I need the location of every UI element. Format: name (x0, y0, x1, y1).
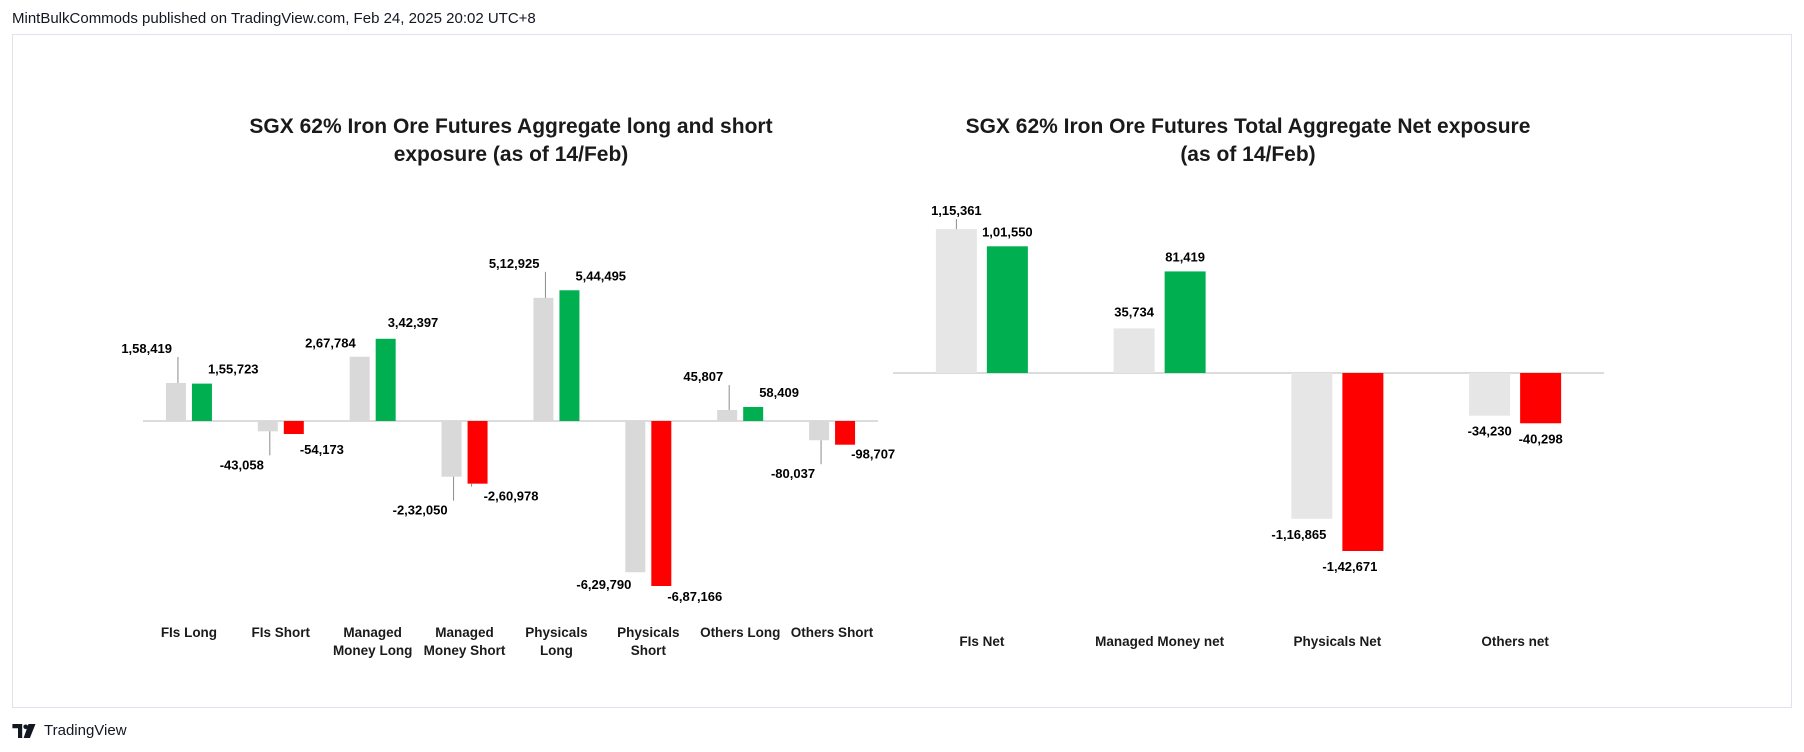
bar (1113, 328, 1155, 373)
category-label: Managed (435, 625, 494, 640)
bar (375, 338, 396, 421)
data-label: -98,707 (851, 447, 895, 462)
data-label: 1,55,723 (208, 362, 259, 377)
category-label: Others Short (791, 625, 874, 640)
bar (533, 297, 554, 421)
data-label: -1,42,671 (1322, 559, 1377, 574)
category-label: Long (540, 643, 573, 658)
bar (349, 356, 370, 421)
data-label: -54,173 (300, 442, 344, 457)
chart-title-line: exposure (as of 14/Feb) (394, 143, 629, 166)
data-label: 58,409 (759, 385, 799, 400)
category-label: Managed (343, 625, 402, 640)
data-label: -34,230 (1468, 424, 1512, 439)
bar (1520, 373, 1562, 424)
data-label: 5,12,925 (489, 256, 540, 271)
chart-title-line: (as of 14/Feb) (1180, 143, 1315, 166)
bar (1469, 373, 1511, 416)
bar (283, 421, 304, 435)
bar (441, 421, 462, 477)
bar (1291, 373, 1333, 519)
publisher-header: MintBulkCommods published on TradingView… (12, 10, 536, 27)
category-label: Physicals (525, 625, 587, 640)
data-label: -80,037 (771, 466, 815, 481)
bar (467, 421, 488, 484)
data-label: -2,60,978 (484, 489, 539, 504)
data-label: -43,058 (220, 457, 264, 472)
data-label: 45,807 (683, 369, 723, 384)
data-label: -6,29,790 (576, 577, 631, 592)
bar (559, 290, 580, 421)
category-label: Money Long (333, 643, 413, 658)
bar (986, 246, 1028, 373)
category-label: Others net (1481, 634, 1549, 649)
bar (165, 382, 186, 421)
category-label: Short (631, 643, 667, 658)
footer-brand: TradingView (44, 722, 127, 739)
category-label: Money Short (424, 643, 506, 658)
data-label: 1,01,550 (982, 224, 1033, 239)
category-label: FIs Long (161, 625, 217, 640)
data-label: -40,298 (1519, 431, 1563, 446)
bar (651, 421, 672, 586)
category-label: Others Long (700, 625, 780, 640)
bar (257, 421, 278, 432)
data-label: 3,42,397 (388, 315, 439, 330)
data-label: -1,16,865 (1271, 527, 1326, 542)
category-label: Managed Money net (1095, 634, 1225, 649)
bar (835, 421, 856, 445)
category-label: FIs Short (252, 625, 311, 640)
bar (1342, 373, 1384, 551)
bar (191, 383, 212, 421)
category-label: FIs Net (959, 634, 1005, 649)
category-label: Physicals Net (1293, 634, 1381, 649)
category-label: Physicals (617, 625, 679, 640)
chart-frame (12, 34, 1792, 708)
footer: TradingView (12, 722, 127, 739)
bar (743, 406, 764, 421)
bar (717, 410, 738, 421)
data-label: 5,44,495 (575, 268, 626, 283)
bar (1164, 271, 1206, 373)
data-label: 2,67,784 (305, 336, 356, 351)
chart-title-line: SGX 62% Iron Ore Futures Aggregate long … (249, 115, 772, 138)
tradingview-logo-icon (12, 723, 36, 738)
bar (935, 229, 977, 373)
data-label: 1,58,419 (121, 341, 172, 356)
bar (809, 421, 830, 441)
data-label: 1,15,361 (931, 203, 982, 218)
data-label: 81,419 (1165, 249, 1205, 264)
data-label: 35,734 (1114, 304, 1155, 319)
bar (625, 421, 646, 573)
data-label: -6,87,166 (667, 589, 722, 604)
data-label: -2,32,050 (393, 503, 448, 518)
chart-title-line: SGX 62% Iron Ore Futures Total Aggregate… (966, 115, 1531, 138)
